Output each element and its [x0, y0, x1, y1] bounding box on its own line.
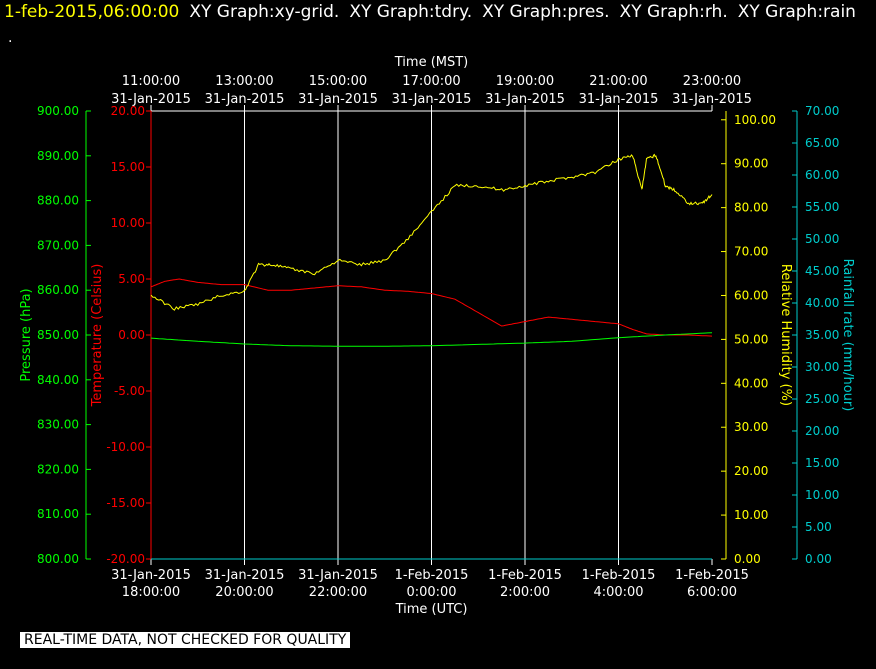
temperature-axis-tick-label: -10.00 [106, 440, 145, 454]
header-sub-mark: . [8, 30, 13, 46]
x-tick-label-bottom-time: 0:00:00 [406, 585, 456, 600]
series-line-tdry [150, 278, 713, 337]
x-tick-label-top-date: 31-Jan-2015 [672, 92, 752, 107]
x-tick-label-bottom-time: 20:00:00 [215, 585, 273, 600]
rain-axis-tick-label: 50.00 [805, 232, 839, 246]
pressure-axis-tick-label: 800.00 [37, 552, 79, 566]
temperature-axis-tick-label: 10.00 [111, 216, 145, 230]
x-tick-label-top-date: 31-Jan-2015 [205, 92, 285, 107]
x-tick-label-bottom-date: 1-Feb-2015 [582, 568, 656, 583]
rain-axis-tick-label: 10.00 [805, 488, 839, 502]
humidity-axis-title: Relative Humidity (%) [778, 264, 793, 406]
pressure-axis-tick-label: 850.00 [37, 328, 79, 342]
x-tick-label-bottom-time: 2:00:00 [500, 585, 550, 600]
temperature-axis-tick-label: 5.00 [118, 272, 145, 286]
x-tick-label-top-date: 31-Jan-2015 [111, 92, 191, 107]
rain-axis-tick-label: 40.00 [805, 296, 839, 310]
rain-axis-tick-label: 20.00 [805, 424, 839, 438]
humidity-axis-tick-label: 50.00 [734, 332, 768, 346]
x-tick-label-top-date: 31-Jan-2015 [392, 92, 472, 107]
humidity-axis-tick-label: 40.00 [734, 376, 768, 390]
x-tick-label-bottom-date: 1-Feb-2015 [395, 568, 469, 583]
x-axis-label-bottom: Time (UTC) [395, 602, 468, 617]
temperature-axis-tick-label: 0.00 [118, 328, 145, 342]
pressure-axis-tick-label: 860.00 [37, 283, 79, 297]
x-tick-label-bottom-time: 6:00:00 [687, 585, 737, 600]
temperature-axis-tick-label: 15.00 [111, 160, 145, 174]
x-tick-label-bottom-date: 1-Feb-2015 [675, 568, 749, 583]
rain-axis-title: Rainfall rate (mm/hour) [840, 259, 855, 412]
x-tick-label-top-time: 17:00:00 [402, 74, 460, 89]
rain-axis-tick-label: 70.00 [805, 104, 839, 118]
rain-axis-tick-label: 65.00 [805, 136, 839, 150]
header-graph-pres: XY Graph:pres. [482, 2, 610, 22]
x-tick-label-bottom-date: 31-Jan-2015 [111, 568, 191, 583]
header-graph-tdry: XY Graph:tdry. [349, 2, 473, 22]
header-graph-xy-grid: XY Graph:xy-grid. [189, 2, 340, 22]
pressure-axis-tick-label: 880.00 [37, 194, 79, 208]
temperature-axis-tick-label: -20.00 [106, 552, 145, 566]
rain-axis-tick-label: 0.00 [805, 552, 832, 566]
humidity-axis-tick-label: 60.00 [734, 288, 768, 302]
x-tick-label-top-time: 15:00:00 [309, 74, 367, 89]
x-tick-label-top-time: 23:00:00 [683, 74, 741, 89]
rain-axis-tick-label: 25.00 [805, 392, 839, 406]
temperature-axis-title: Temperature (Celsius) [90, 264, 105, 408]
x-tick-label-bottom-time: 22:00:00 [309, 585, 367, 600]
humidity-axis-tick-label: 80.00 [734, 201, 768, 215]
temperature-axis-tick-label: 20.00 [111, 104, 145, 118]
rain-axis-tick-label: 5.00 [805, 520, 832, 534]
rain-axis-tick-label: 60.00 [805, 168, 839, 182]
x-tick-label-bottom-date: 31-Jan-2015 [205, 568, 285, 583]
data-quality-disclaimer: REAL-TIME DATA, NOT CHECKED FOR QUALITY [20, 632, 351, 648]
x-tick-label-bottom-time: 18:00:00 [122, 585, 180, 600]
series-line-rh [150, 153, 713, 311]
rain-axis-tick-label: 35.00 [805, 328, 839, 342]
x-tick-label-bottom-time: 4:00:00 [593, 585, 643, 600]
pressure-axis-tick-label: 890.00 [37, 149, 79, 163]
x-tick-label-bottom-date: 31-Jan-2015 [298, 568, 378, 583]
x-tick-label-top-time: 21:00:00 [589, 74, 647, 89]
x-tick-label-top-date: 31-Jan-2015 [485, 92, 565, 107]
pressure-axis-tick-label: 820.00 [37, 462, 79, 476]
humidity-axis-tick-label: 30.00 [734, 420, 768, 434]
humidity-axis-tick-label: 10.00 [734, 508, 768, 522]
pressure-axis-tick-label: 840.00 [37, 373, 79, 387]
humidity-axis-tick-label: 0.00 [734, 552, 761, 566]
header-graph-rh: XY Graph:rh. [619, 2, 728, 22]
pressure-axis-tick-label: 900.00 [37, 104, 79, 118]
pressure-axis-tick-label: 870.00 [37, 238, 79, 252]
humidity-axis-tick-label: 90.00 [734, 157, 768, 171]
rain-axis-tick-label: 45.00 [805, 264, 839, 278]
humidity-axis-tick-label: 20.00 [734, 464, 768, 478]
rain-axis-tick-label: 15.00 [805, 456, 839, 470]
x-tick-label-bottom-date: 1-Feb-2015 [488, 568, 562, 583]
x-tick-label-top-time: 13:00:00 [215, 74, 273, 89]
x-tick-label-top-date: 31-Jan-2015 [579, 92, 659, 107]
humidity-axis-tick-label: 100.00 [734, 113, 776, 127]
pressure-axis-title: Pressure (hPa) [19, 288, 34, 381]
pressure-axis-tick-label: 830.00 [37, 418, 79, 432]
humidity-axis-tick-label: 70.00 [734, 245, 768, 259]
graph-header: 1-feb-2015,06:00:00 XY Graph:xy-grid. XY G… [4, 2, 856, 22]
series-line-pres [150, 332, 713, 347]
header-timestamp: 1-feb-2015,06:00:00 [4, 2, 180, 22]
x-axis-label-top: Time (MST) [394, 55, 469, 70]
x-tick-label-top-time: 11:00:00 [122, 74, 180, 89]
temperature-axis-tick-label: -5.00 [114, 384, 145, 398]
rain-axis-tick-label: 30.00 [805, 360, 839, 374]
x-tick-label-top-date: 31-Jan-2015 [298, 92, 378, 107]
pressure-axis-tick-label: 810.00 [37, 507, 79, 521]
temperature-axis-tick-label: -15.00 [106, 496, 145, 510]
rain-axis-tick-label: 55.00 [805, 200, 839, 214]
header-graph-rain: XY Graph:rain [737, 2, 856, 22]
x-tick-label-top-time: 19:00:00 [496, 74, 554, 89]
